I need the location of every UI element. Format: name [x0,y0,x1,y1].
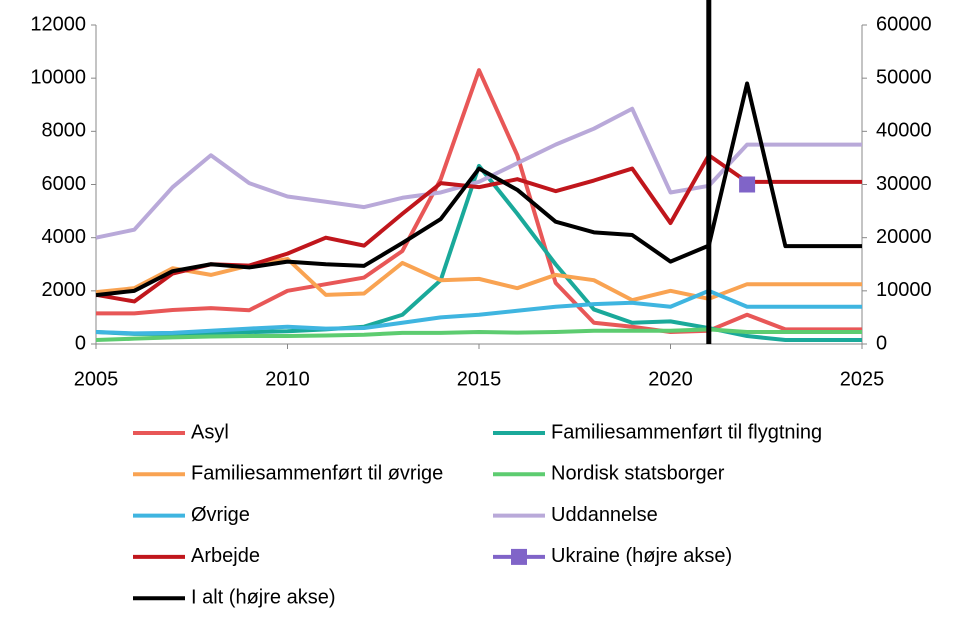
legend-label: Arbejde [191,545,260,567]
series-line [95,288,862,336]
y-tick-label: 0 [75,332,86,354]
series-line [95,327,862,343]
x-tick-label: 2015 [457,368,502,390]
series-line [95,106,862,240]
marker [739,176,756,193]
y2-tick-label: 40000 [876,120,932,142]
series-line [95,81,862,298]
y-tick-label: 12000 [30,13,86,35]
x-tick-label: 2020 [648,368,693,390]
legend-label: Øvrige [191,504,250,526]
legend-label: Familiesammenført til øvrige [191,463,443,485]
y2-tick-label: 60000 [876,13,932,35]
legend-label: Ukraine (højre akse) [551,545,732,567]
legend-label: Asyl [191,421,229,443]
legend-marker [511,548,527,565]
y2-tick-label: 10000 [876,279,932,301]
y-tick-label: 8000 [42,120,87,142]
series-line [95,256,862,303]
y2-tick-label: 0 [876,332,887,354]
legend-label: Uddannelse [551,504,658,526]
legend-label: Nordisk statsborger [551,463,725,485]
y2-tick-label: 20000 [876,226,932,248]
legend-label: Familiesammenført til flygtning [551,421,822,443]
y-tick-label: 4000 [42,226,87,248]
series-line [96,68,862,335]
series-line [95,163,862,343]
legend-label: I alt (højre akse) [191,586,335,608]
y2-tick-label: 30000 [876,173,932,195]
x-tick-label: 2010 [265,368,310,390]
y-tick-label: 2000 [42,279,87,301]
y-tick-label: 10000 [30,66,86,88]
y2-tick-label: 50000 [876,66,932,88]
x-tick-label: 2005 [74,368,119,390]
x-tick-label: 2025 [840,368,885,390]
y-tick-label: 6000 [42,173,87,195]
